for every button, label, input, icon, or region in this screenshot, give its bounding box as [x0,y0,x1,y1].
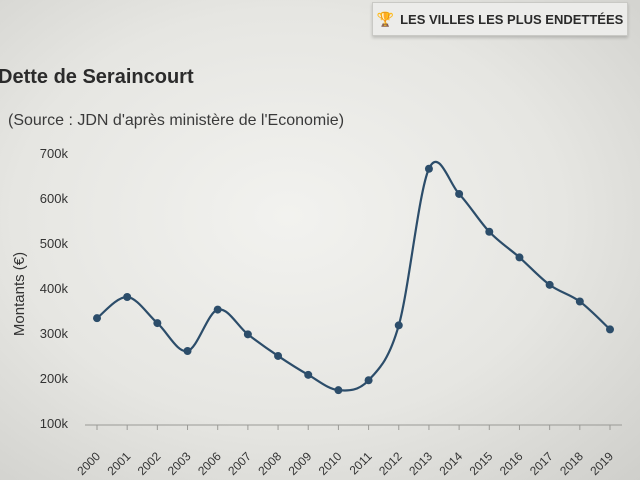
x-tick-label: 2014 [436,449,465,478]
y-tick-label: 400k [40,281,69,296]
data-point [93,314,101,323]
series-line [96,160,611,392]
x-tick-label: 2006 [195,449,224,478]
x-tick-label: 2009 [286,449,315,478]
data-point [123,293,132,301]
x-tick-label: 2011 [347,449,375,477]
x-tick-label: 2003 [165,449,194,478]
y-axis-title: Montants (€) [11,252,28,336]
y-tick-label: 300k [40,326,69,341]
y-tick-label: 100k [40,416,69,431]
y-tick-label: 500k [40,236,69,251]
x-tick-label: 2001 [105,449,134,478]
data-point [153,319,162,328]
x-tick-label: 2002 [135,449,164,478]
x-tick-label: 2000 [74,449,103,478]
x-tick-label: 2010 [316,449,345,478]
x-tick-label: 2019 [587,449,616,478]
top-cities-debt-button[interactable]: 🏆 LES VILLES LES PLUS ENDETTÉES [372,2,628,36]
data-point [485,227,494,236]
x-tick-label: 2017 [527,449,556,478]
data-point [455,189,464,198]
y-tick-label: 600k [40,191,69,206]
data-point [274,351,283,360]
data-point [183,347,192,355]
data-point [364,376,373,385]
y-tick-label: 200k [40,371,69,386]
x-tick-label: 2013 [406,449,435,478]
chart-subtitle: (Source : JDN d'après ministère de l'Eco… [8,112,345,129]
data-point [243,330,252,339]
x-tick-label: 2008 [255,449,284,478]
data-point [515,253,524,262]
chart-title: Dette de Seraincourt [0,66,194,88]
data-point [304,370,313,379]
data-point [334,386,343,395]
top-cities-debt-label: LES VILLES LES PLUS ENDETTÉES [400,11,624,27]
data-point [545,280,554,289]
x-tick-label: 2016 [497,449,526,478]
data-point [394,321,403,330]
x-tick-label: 2018 [557,449,586,478]
data-point [424,164,433,173]
trophy-icon: 🏆 [376,11,395,27]
x-tick-label: 2007 [225,449,254,478]
data-point [606,325,614,334]
x-tick-label: 2012 [376,449,405,478]
y-tick-label: 700k [40,146,69,161]
data-point [575,297,584,306]
data-point [213,305,222,314]
x-tick-label: 2015 [467,449,496,478]
